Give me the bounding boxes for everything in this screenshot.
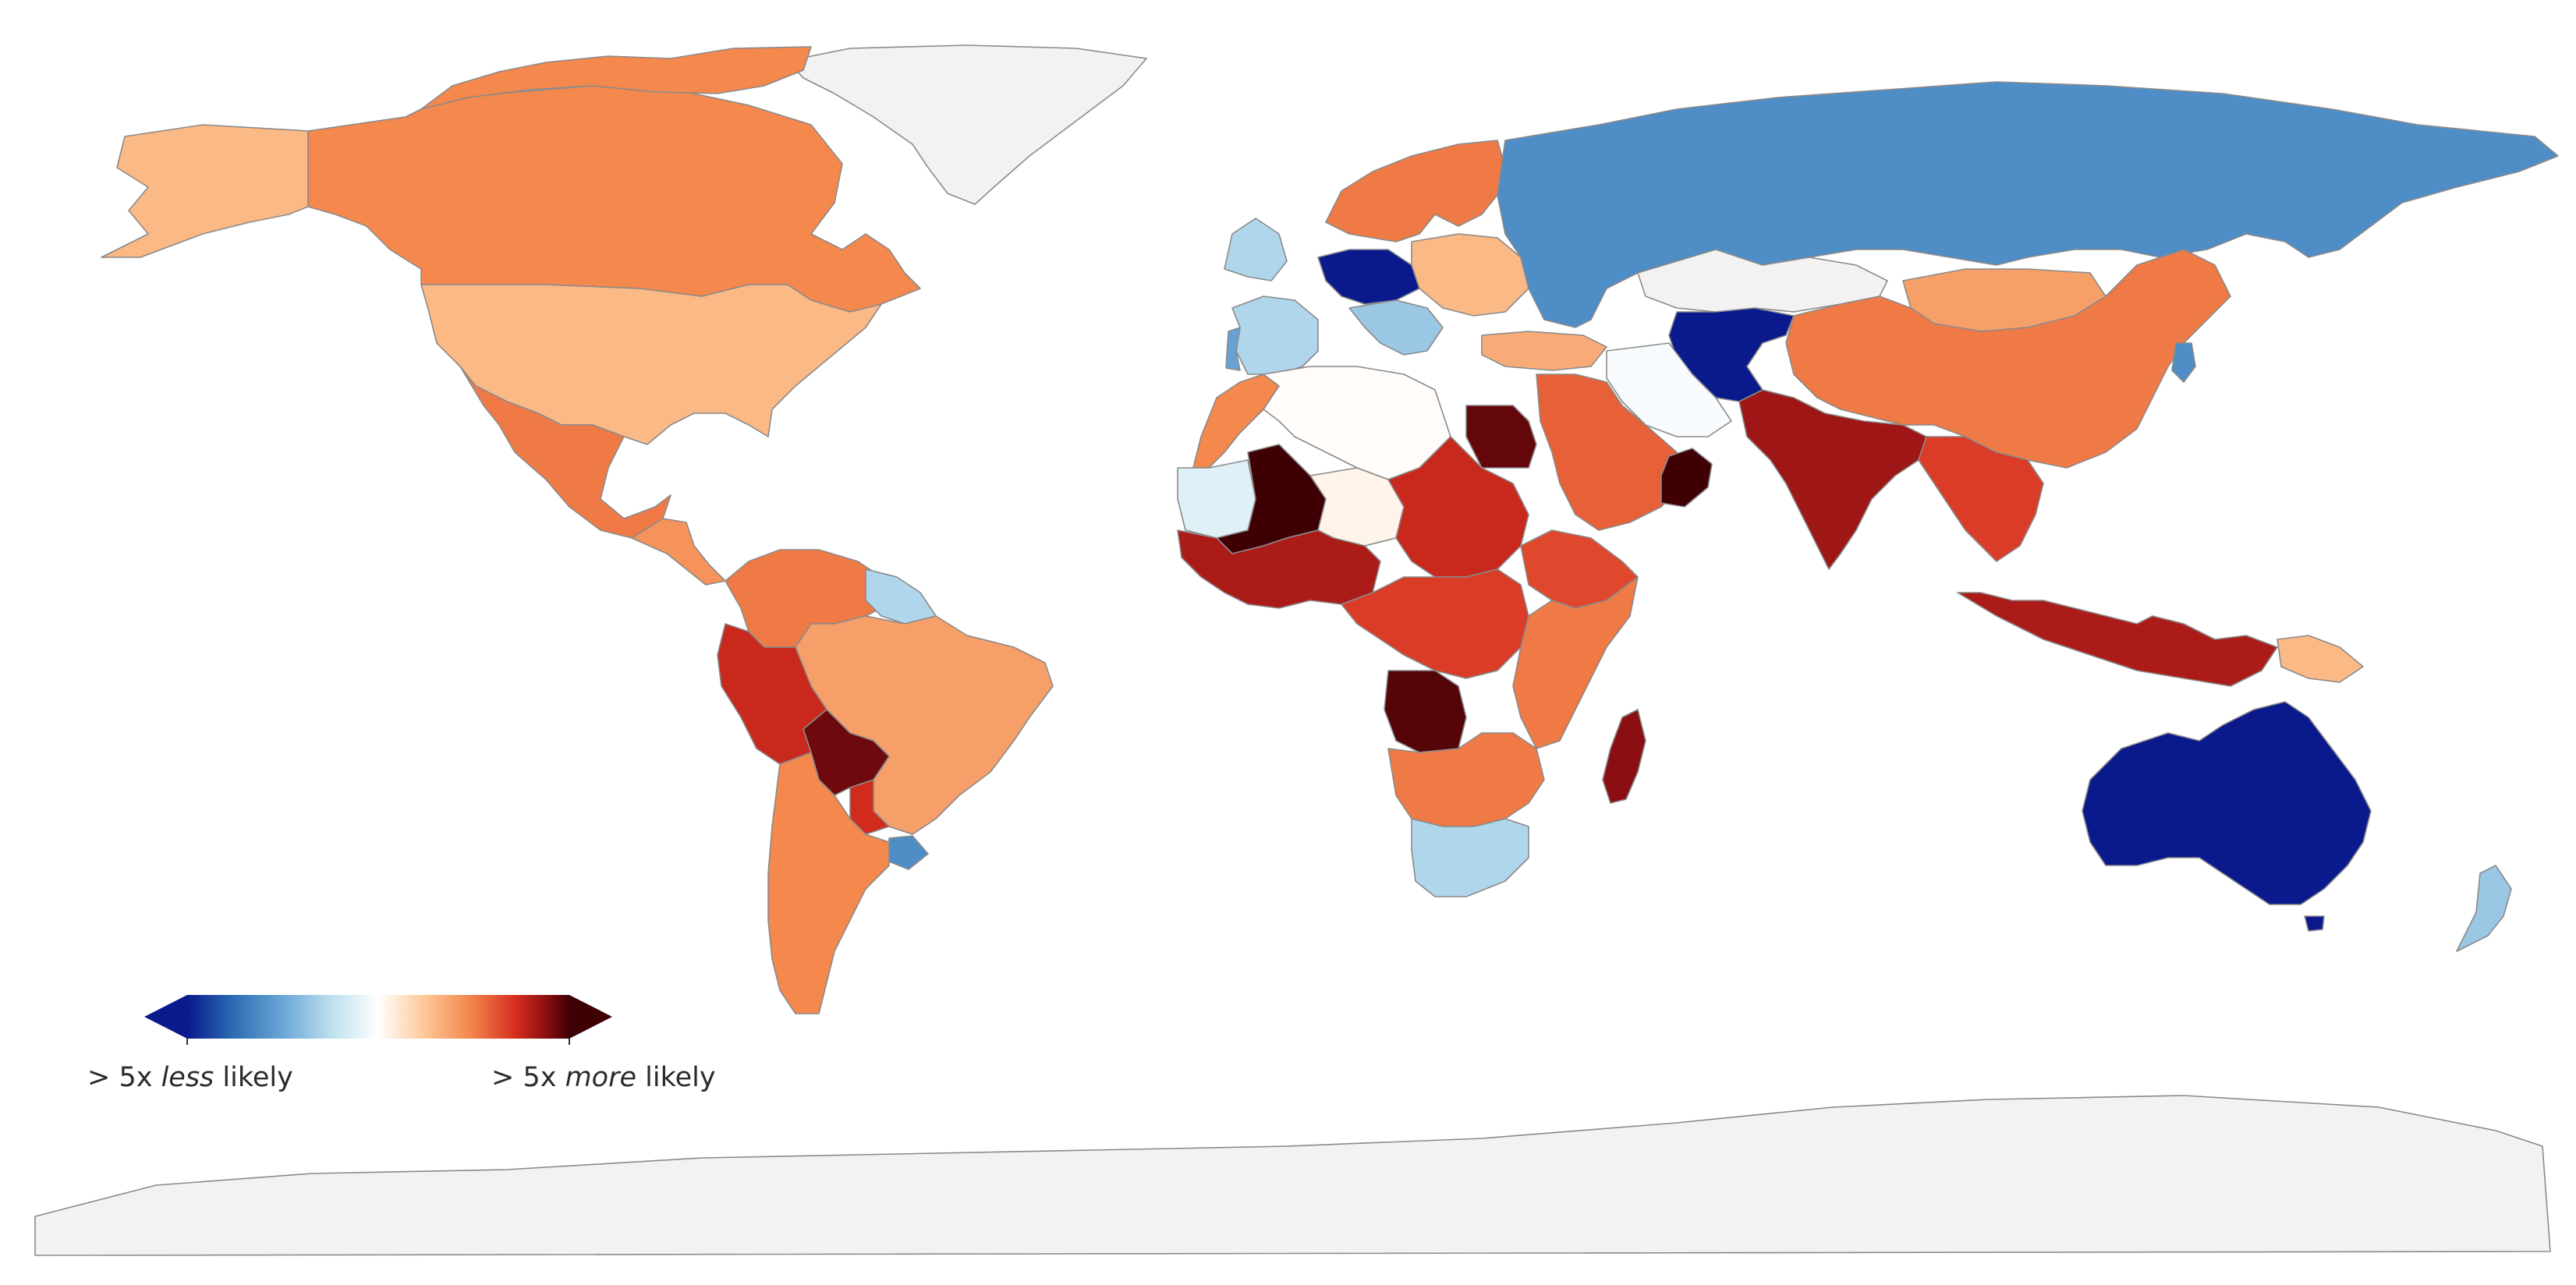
- region-australia[interactable]: [2082, 701, 2372, 905]
- region-chad-sudan[interactable]: [1387, 436, 1529, 578]
- region-india[interactable]: [1738, 389, 1927, 570]
- region-new-zealand[interactable]: [2456, 865, 2512, 952]
- region-portugal[interactable]: [1225, 327, 1241, 371]
- color-scale-legend: [144, 995, 612, 1045]
- region-west-africa[interactable]: [1177, 529, 1381, 609]
- region-central-europe[interactable]: [1317, 249, 1420, 305]
- region-turkey[interactable]: [1481, 331, 1607, 371]
- region-uk-ireland[interactable]: [1224, 218, 1288, 281]
- region-mexico[interactable]: [459, 366, 671, 539]
- region-iran[interactable]: [1606, 342, 1732, 437]
- region-mauritania[interactable]: [1177, 459, 1256, 539]
- legend-arrow-left-icon: [144, 995, 187, 1039]
- region-east-africa[interactable]: [1512, 576, 1639, 749]
- region-greenland[interactable]: [787, 44, 1147, 205]
- region-antarctica[interactable]: [34, 1095, 2551, 1256]
- region-indonesia[interactable]: [1957, 592, 2278, 687]
- region-china[interactable]: [1785, 249, 2231, 469]
- legend-more-prefix: > 5x: [491, 1062, 565, 1093]
- region-south-africa[interactable]: [1411, 818, 1529, 897]
- legend-less-prefix: > 5x: [87, 1062, 161, 1093]
- region-eastern-europe[interactable]: [1411, 233, 1529, 317]
- region-balkans[interactable]: [1348, 299, 1444, 356]
- region-canada-north[interactable]: [420, 46, 812, 110]
- legend-more-emph: more: [565, 1062, 636, 1093]
- region-southeast-asia[interactable]: [1918, 436, 2044, 562]
- region-central-america[interactable]: [631, 518, 726, 586]
- region-madagascar[interactable]: [1602, 709, 1646, 804]
- region-niger[interactable]: [1309, 467, 1405, 547]
- region-papua-new-guinea[interactable]: [2277, 635, 2364, 683]
- legend-label-more: > 5x more likely: [491, 1062, 716, 1093]
- region-oman[interactable]: [1660, 448, 1713, 508]
- region-middle-east[interactable]: [1536, 373, 1685, 531]
- legend-gradient: [187, 995, 569, 1039]
- region-angola[interactable]: [1384, 670, 1467, 753]
- region-nordics[interactable]: [1325, 140, 1506, 242]
- region-argentina-chile[interactable]: [767, 752, 890, 1014]
- region-morocco[interactable]: [1192, 373, 1280, 469]
- region-egypt[interactable]: [1465, 405, 1537, 469]
- legend-label-less: > 5x less likely: [87, 1062, 293, 1093]
- region-canada[interactable]: [307, 85, 921, 313]
- legend-arrow-right-icon: [569, 995, 612, 1039]
- legend-less-emph: less: [161, 1062, 214, 1093]
- legend-less-suffix: likely: [214, 1062, 293, 1093]
- region-korea[interactable]: [2171, 342, 2196, 383]
- legend-more-suffix: likely: [636, 1062, 716, 1093]
- region-tasmania[interactable]: [2304, 915, 2325, 932]
